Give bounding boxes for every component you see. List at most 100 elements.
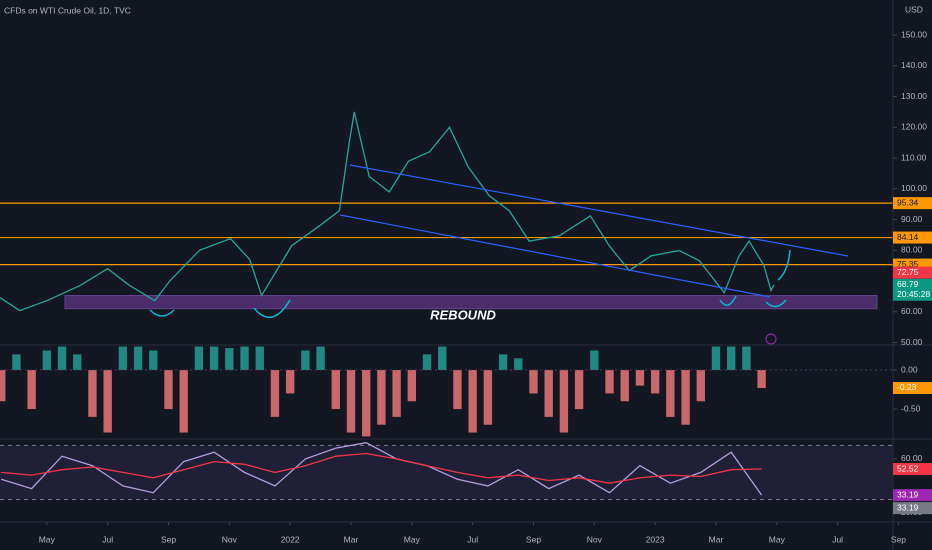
y-tick-label: 110.00 bbox=[901, 152, 927, 162]
histogram-bar bbox=[529, 370, 538, 394]
histogram-bar bbox=[346, 370, 356, 433]
histogram-bar bbox=[620, 370, 629, 402]
drawings bbox=[149, 164, 849, 345]
x-tick-label: Jul bbox=[832, 534, 843, 544]
y-tick-label: 90.00 bbox=[901, 214, 923, 224]
histogram-bar bbox=[498, 354, 508, 371]
histogram-bar bbox=[757, 370, 766, 388]
histogram-bar bbox=[742, 346, 751, 371]
event-icon bbox=[765, 333, 777, 345]
price-tag-label: 33.19 bbox=[897, 489, 919, 499]
histogram-bar bbox=[605, 370, 614, 394]
countdown: 20:45:28 bbox=[897, 289, 930, 299]
y-tick-label: -0.50 bbox=[901, 403, 921, 413]
line-series bbox=[1, 452, 762, 484]
histogram-bar bbox=[27, 370, 36, 410]
histogram-bar bbox=[240, 346, 249, 371]
histogram-bar bbox=[590, 350, 599, 371]
histogram-bar bbox=[468, 370, 477, 433]
histogram-bar bbox=[12, 354, 21, 371]
x-tick-label: Sep bbox=[161, 534, 176, 544]
y-tick-label: 80.00 bbox=[901, 245, 923, 255]
smile bbox=[765, 299, 787, 308]
x-tick-label: Jul bbox=[102, 534, 113, 544]
histogram-bar bbox=[681, 370, 690, 425]
histogram-bar bbox=[57, 346, 67, 371]
histogram-bar bbox=[118, 346, 128, 371]
y-tick-label: 100.00 bbox=[901, 183, 927, 193]
level-tag bbox=[893, 197, 932, 210]
price-tag bbox=[893, 502, 932, 515]
price-tag-label: 33.19 bbox=[897, 502, 919, 512]
price-tag-label: 52.52 bbox=[897, 463, 919, 473]
histogram-bar bbox=[574, 370, 584, 410]
x-tick-label: May bbox=[39, 534, 56, 544]
histogram-bar bbox=[88, 370, 97, 417]
histogram-bar bbox=[301, 350, 310, 371]
histogram-bar bbox=[270, 370, 280, 417]
price-tag bbox=[893, 266, 932, 279]
histogram-bar bbox=[559, 370, 569, 433]
y-tick-label: 60.00 bbox=[901, 306, 923, 316]
x-tick-label: Mar bbox=[709, 534, 724, 544]
level-tag-label: 75.35 bbox=[897, 259, 919, 269]
y-tick-label: 120.00 bbox=[901, 122, 927, 132]
line-series bbox=[1, 442, 763, 496]
histogram-bar bbox=[544, 370, 553, 417]
y-tick-label: 140.00 bbox=[901, 60, 927, 70]
zone bbox=[64, 294, 878, 310]
histogram-bar bbox=[103, 370, 112, 433]
histogram-bar bbox=[514, 358, 523, 371]
channel-lower bbox=[339, 214, 771, 298]
smile bbox=[253, 299, 291, 318]
histogram-bar bbox=[73, 354, 82, 371]
level-tag-label: 84.14 bbox=[897, 232, 919, 242]
histogram-bar bbox=[362, 370, 371, 437]
band-fill bbox=[0, 445, 893, 500]
histogram-bar bbox=[316, 346, 325, 371]
histogram-bar bbox=[635, 370, 645, 386]
y-tick-label: 130.00 bbox=[901, 91, 927, 101]
x-tick-label: 2022 bbox=[281, 534, 300, 544]
histogram-bar bbox=[666, 370, 675, 417]
x-tick-label: Sep bbox=[526, 534, 541, 544]
histogram-bar bbox=[194, 346, 204, 371]
histogram-bar bbox=[164, 370, 173, 410]
x-tick-label: Mar bbox=[344, 534, 359, 544]
histogram-bar bbox=[711, 346, 721, 371]
price-tag bbox=[893, 278, 932, 301]
level-tag bbox=[893, 231, 932, 244]
y-tick-label: 50.00 bbox=[901, 337, 923, 347]
histogram-bar bbox=[285, 370, 295, 394]
x-tick-label: Nov bbox=[222, 534, 238, 544]
histogram-bar bbox=[255, 346, 264, 371]
histogram-bar bbox=[422, 354, 432, 371]
x-tick-label: Jul bbox=[467, 534, 478, 544]
chart-title: CFDs on WTI Crude Oil, 1D, TVC bbox=[4, 5, 131, 15]
price-tag-label: 68.79 bbox=[897, 279, 919, 289]
y-tick-label: 0.00 bbox=[901, 364, 918, 374]
smile bbox=[149, 309, 175, 317]
histogram-bar bbox=[149, 350, 158, 371]
price-tag bbox=[893, 381, 932, 394]
histogram-bar bbox=[0, 370, 6, 402]
x-tick-label: 2023 bbox=[646, 534, 665, 544]
smile bbox=[719, 295, 737, 306]
price-tag-label: -0.23 bbox=[897, 382, 917, 392]
currency: USD bbox=[905, 4, 923, 14]
histogram-bar bbox=[453, 370, 462, 410]
y-tick-label: 60.00 bbox=[901, 453, 923, 463]
layer bbox=[0, 111, 893, 500]
price-tag bbox=[893, 489, 932, 502]
x-tick-label: Nov bbox=[587, 534, 603, 544]
histogram-bar bbox=[331, 370, 340, 410]
histogram-bar bbox=[438, 346, 447, 371]
histogram-bar bbox=[377, 370, 386, 425]
histogram-bar bbox=[392, 370, 401, 417]
histogram-bar bbox=[42, 350, 52, 371]
histogram-bar bbox=[727, 346, 736, 371]
histogram-bar bbox=[133, 346, 143, 371]
histogram-bar bbox=[225, 348, 234, 371]
price-tag-label: 72.75 bbox=[897, 267, 919, 277]
